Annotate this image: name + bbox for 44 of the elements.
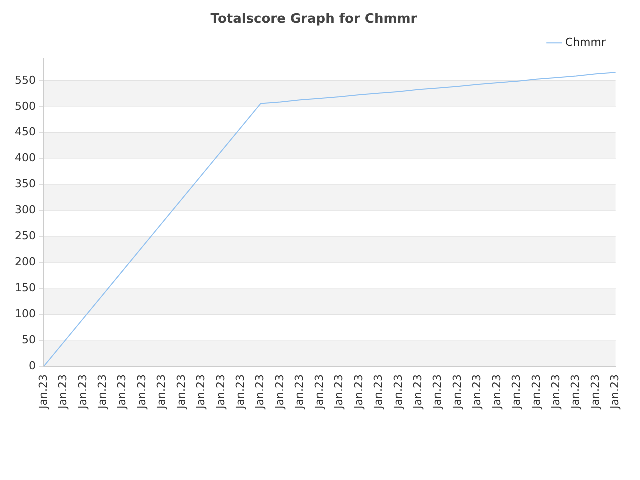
x-tick-label: Jan.23 xyxy=(372,374,386,410)
x-tick-label: Jan.23 xyxy=(352,374,366,410)
x-tick-label: Jan.23 xyxy=(392,374,405,410)
legend-label: Chmmr xyxy=(565,36,606,49)
x-tick-label: Jan.23 xyxy=(312,374,326,410)
y-tick-label: 150 xyxy=(14,282,36,295)
x-tick-label: Jan.23 xyxy=(588,374,602,410)
y-tick-label: 450 xyxy=(14,126,36,139)
x-tick-label: Jan.23 xyxy=(293,374,306,410)
x-tick-label: Jan.23 xyxy=(76,374,90,410)
x-tick-label: Jan.23 xyxy=(234,374,248,410)
y-tick-label: 300 xyxy=(14,204,36,217)
chart-title: Totalscore Graph for Chmmr xyxy=(210,12,418,28)
y-tick-label: 400 xyxy=(14,152,36,165)
y-tick-label: 50 xyxy=(22,333,36,346)
x-tick-label: Jan.23 xyxy=(36,374,50,410)
y-tick-label: 350 xyxy=(14,178,36,191)
y-tick-label: 200 xyxy=(14,256,36,269)
y-tick-label: 100 xyxy=(14,307,36,320)
x-tick-label: Jan.23 xyxy=(135,374,148,410)
x-tick-label: Jan.23 xyxy=(431,374,444,410)
y-tick-label: 250 xyxy=(14,230,36,243)
x-tick-label: Jan.23 xyxy=(490,374,504,410)
x-tick-label: Jan.23 xyxy=(96,374,110,410)
x-tick-label: Jan.23 xyxy=(510,374,524,410)
x-tick-label: Jan.23 xyxy=(332,374,346,410)
x-tick-label: Jan.23 xyxy=(550,374,563,410)
x-tick-label: Jan.23 xyxy=(273,374,286,410)
y-tick-label: 550 xyxy=(14,74,36,87)
x-tick-label: Jan.23 xyxy=(194,374,208,410)
y-tick-label: 0 xyxy=(28,359,36,372)
x-tick-label: Jan.23 xyxy=(254,374,267,410)
x-tick-label: Jan.23 xyxy=(174,374,188,410)
y-tick-label: 500 xyxy=(14,100,36,113)
x-tick-label: Jan.23 xyxy=(214,374,228,410)
x-tick-label: Jan.23 xyxy=(56,374,70,410)
x-tick-label: Jan.23 xyxy=(470,374,484,410)
x-tick-label: Jan.23 xyxy=(608,374,622,410)
x-tick-label: Jan.23 xyxy=(450,374,464,410)
x-tick-label: Jan.23 xyxy=(411,374,424,410)
x-tick-label: Jan.23 xyxy=(116,374,129,410)
x-tick-label: Jan.23 xyxy=(155,374,168,410)
x-tick-label: Jan.23 xyxy=(569,374,582,410)
x-tick-label: Jan.23 xyxy=(530,374,543,410)
